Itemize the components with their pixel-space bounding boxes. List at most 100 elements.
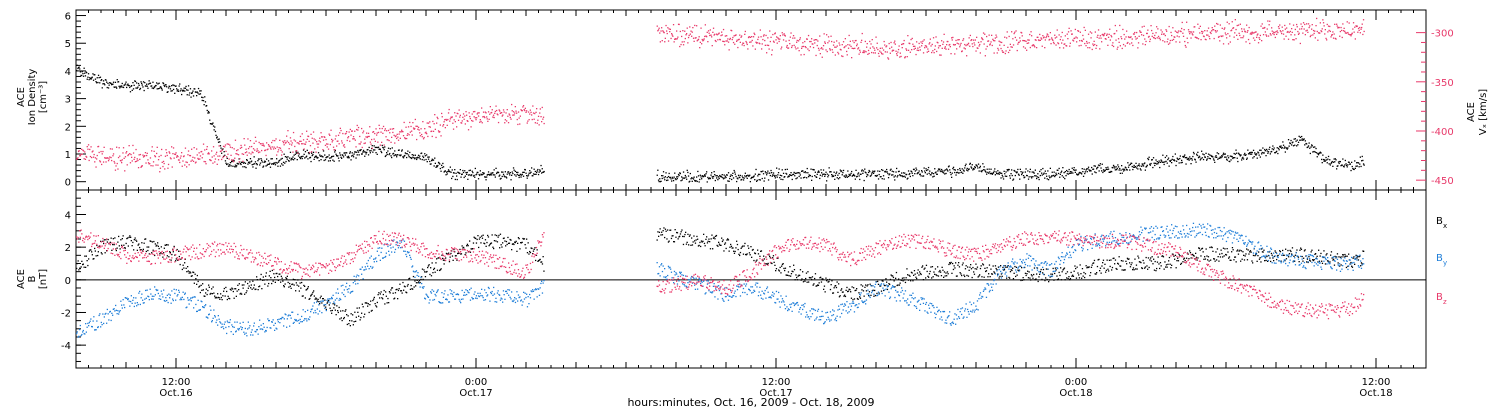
top-point — [880, 176, 882, 178]
top-point — [504, 171, 506, 173]
top-point — [1269, 146, 1271, 148]
top-point — [262, 165, 265, 167]
top-point — [515, 175, 517, 177]
top-point — [1256, 153, 1258, 155]
top-point — [919, 49, 921, 51]
top-point — [181, 93, 183, 96]
bottom-point — [964, 275, 966, 278]
top-point — [329, 134, 331, 136]
bottom-point — [481, 237, 484, 239]
bottom-point — [809, 277, 811, 279]
bottom-point — [934, 273, 936, 275]
top-point — [776, 176, 778, 178]
top-point — [417, 128, 419, 130]
top-point — [768, 48, 770, 50]
top-point — [920, 41, 922, 43]
top-point — [1320, 30, 1322, 32]
top-point — [332, 155, 335, 157]
bottom-point — [997, 266, 1000, 268]
bottom-point — [732, 247, 734, 249]
top-point — [1240, 154, 1242, 156]
bottom-point — [439, 269, 442, 271]
top-point — [541, 168, 543, 170]
top-point — [749, 36, 751, 38]
top-point — [373, 145, 375, 147]
bottom-point — [475, 237, 477, 240]
top-point — [907, 35, 909, 37]
top-point — [929, 42, 931, 44]
top-point — [969, 163, 971, 165]
top-point — [1125, 36, 1127, 38]
top-point — [1288, 31, 1290, 34]
top-point — [151, 87, 153, 89]
top-point — [469, 169, 471, 171]
top-point — [882, 53, 884, 55]
top-point — [140, 166, 142, 168]
top-point — [299, 156, 301, 158]
top-point — [496, 113, 498, 115]
bottom-point — [495, 240, 497, 242]
bottom-point — [661, 234, 664, 236]
bottom-point — [700, 240, 703, 242]
top-point — [1059, 38, 1061, 41]
top-point — [1267, 151, 1270, 153]
bottom-point — [185, 267, 187, 269]
top-point — [1052, 39, 1054, 41]
top-point — [433, 123, 435, 125]
bottom-point — [153, 240, 155, 243]
top-point — [1007, 51, 1010, 54]
top-point — [664, 176, 666, 178]
bottom-point — [775, 268, 778, 270]
bottom-point — [832, 292, 834, 294]
bottom-point — [461, 245, 463, 247]
top-point — [1034, 39, 1036, 41]
top-point — [702, 175, 705, 178]
top-point — [415, 157, 417, 159]
bottom-point — [945, 272, 947, 274]
top-point — [1280, 145, 1282, 147]
bottom-point — [995, 267, 997, 270]
top-point — [120, 86, 122, 88]
top-point — [674, 172, 676, 174]
top-point — [1232, 157, 1234, 160]
top-point — [1163, 163, 1165, 166]
top-point — [1068, 168, 1070, 171]
top-right-tick-label: -350 — [1431, 78, 1454, 89]
top-point — [1321, 162, 1323, 164]
top-left-tick-label: 0 — [65, 178, 71, 189]
top-point — [216, 163, 218, 165]
top-point — [192, 95, 195, 97]
bottom-point — [244, 293, 246, 295]
top-point — [786, 168, 788, 170]
top-point — [909, 42, 911, 45]
bottom-point — [377, 294, 379, 296]
top-point — [921, 170, 923, 172]
bottom-point — [426, 270, 428, 273]
top-point — [1272, 31, 1275, 33]
top-point — [767, 179, 770, 181]
top-point — [863, 51, 865, 54]
bottom-point — [455, 255, 457, 257]
top-point — [1209, 31, 1211, 33]
top-point — [860, 41, 862, 43]
top-point — [775, 174, 777, 177]
top-point — [850, 172, 852, 175]
top-point — [824, 173, 826, 176]
top-point — [1338, 26, 1340, 29]
bottom-point — [919, 271, 921, 273]
top-point — [196, 154, 198, 156]
top-point — [169, 152, 171, 154]
top-point — [350, 134, 352, 136]
top-point — [272, 163, 275, 165]
top-point — [391, 156, 393, 159]
top-point — [239, 147, 242, 149]
bottom-point — [335, 314, 337, 316]
top-point — [1032, 44, 1034, 46]
bottom-point — [241, 293, 243, 295]
top-point — [305, 156, 307, 158]
top-point — [1327, 158, 1329, 160]
top-point — [411, 157, 413, 160]
top-point — [176, 90, 178, 92]
bottom-point — [323, 305, 325, 307]
